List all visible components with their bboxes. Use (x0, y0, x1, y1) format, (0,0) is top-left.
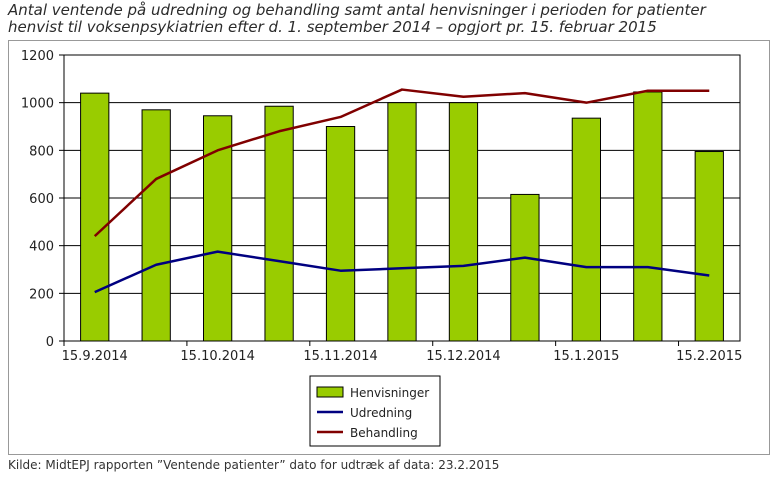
chart-frame (8, 40, 770, 455)
bar-henvisninger (387, 102, 417, 342)
chart-title: Antal ventende på udredning og behandlin… (8, 2, 768, 36)
legend-label: Behandling (350, 426, 418, 440)
y-tick-label: 600 (29, 192, 54, 207)
legend-label: Henvisninger (350, 386, 429, 400)
legend-swatch-henvisninger (316, 386, 344, 398)
bar-henvisninger (141, 109, 171, 342)
y-tick-label: 1000 (21, 97, 54, 112)
legend-label: Udredning (350, 406, 412, 420)
x-tick-label: 15.9.2014 (62, 349, 128, 364)
bar-henvisninger (448, 102, 479, 342)
bar-henvisninger (694, 151, 724, 342)
line-udredning (94, 250, 710, 294)
source-note: Kilde: MidtEPJ rapporten ”Ventende patie… (8, 458, 500, 472)
bar-henvisninger (80, 92, 110, 342)
x-tick-label: 15.1.2015 (553, 349, 619, 364)
bar-henvisninger (571, 117, 601, 342)
bar-henvisninger (325, 126, 356, 342)
y-tick-label: 400 (29, 240, 54, 255)
title-line-2: henvist til voksenpsykiatrien efter d. 1… (8, 18, 657, 36)
x-tick-label: 15.2.2015 (676, 349, 742, 364)
x-tick-label: 15.11.2014 (303, 349, 377, 364)
bar-henvisninger (264, 105, 294, 342)
x-tick-label: 15.10.2014 (180, 349, 254, 364)
bar-henvisninger (203, 115, 233, 342)
y-tick-label: 0 (46, 335, 54, 350)
line-behandling (93, 88, 710, 238)
title-line-1: Antal ventende på udredning og behandlin… (8, 1, 706, 19)
y-tick-label: 1200 (21, 49, 54, 64)
y-tick-label: 800 (29, 144, 54, 159)
bar-henvisninger (510, 193, 540, 342)
bar-henvisninger (633, 91, 663, 342)
x-tick-label: 15.12.2014 (426, 349, 500, 364)
y-tick-label: 200 (29, 287, 54, 302)
